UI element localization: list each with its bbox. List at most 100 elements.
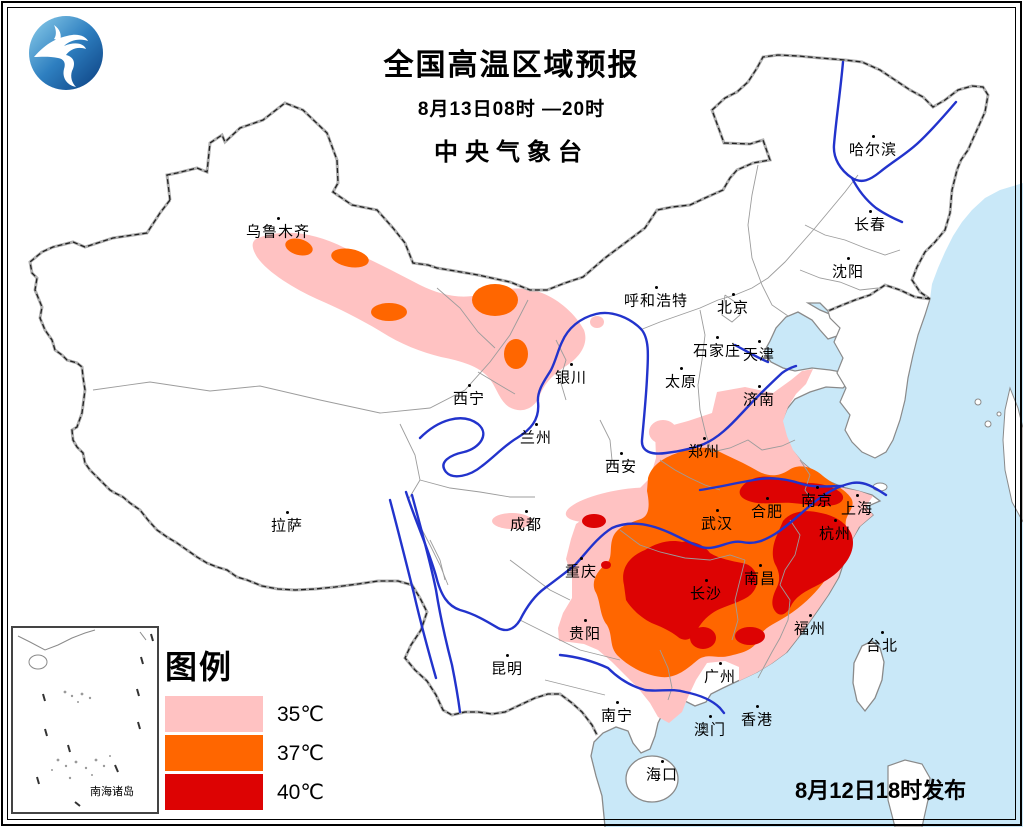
city-label-南昌: 南昌 (743, 570, 777, 588)
forecast-time-range: 8月13日08时 —20时 (417, 99, 606, 120)
inset-south-china-sea (11, 626, 159, 814)
legend: 图例 35℃ 37℃ 40℃ (165, 642, 375, 813)
city-dot-太原 (680, 367, 683, 370)
city-label-石家庄: 石家庄 (692, 342, 742, 360)
city-label-西安: 西安 (604, 458, 638, 476)
city-dot-杭州 (834, 519, 837, 522)
legend-label: 37℃ (277, 742, 324, 765)
legend-swatch-37℃ (165, 735, 263, 771)
city-label-贵阳: 贵阳 (568, 625, 602, 643)
city-label-南京: 南京 (800, 492, 834, 510)
city-dot-台北 (881, 631, 884, 634)
city-dot-银川 (570, 363, 573, 366)
legend-label: 40℃ (277, 781, 324, 804)
city-label-长沙: 长沙 (689, 585, 723, 603)
city-dot-郑州 (703, 437, 706, 440)
mekong-river (410, 493, 462, 714)
national-border (28, 53, 990, 737)
city-dot-澳门 (709, 715, 712, 718)
luzon-island (887, 759, 931, 827)
city-label-南宁: 南宁 (600, 707, 634, 725)
huai-river (698, 477, 845, 492)
city-label-拉萨: 拉萨 (270, 517, 304, 535)
city-label-北京: 北京 (716, 299, 750, 317)
heat-zone-40 (582, 476, 854, 649)
city-label-济南: 济南 (742, 391, 776, 409)
songhua-river (832, 60, 958, 183)
city-label-沈阳: 沈阳 (831, 263, 865, 281)
legend-row: 40℃ (165, 774, 375, 810)
legend-swatch-35℃ (165, 696, 263, 732)
salween-river (388, 498, 438, 680)
hai-river (733, 343, 770, 364)
city-label-呼和浩特: 呼和浩特 (623, 292, 689, 310)
songhua-branch (850, 176, 904, 224)
city-label-银川: 银川 (554, 369, 588, 387)
city-dot-南京 (816, 486, 819, 489)
city-dot-合肥 (766, 497, 769, 500)
city-dot-长春 (869, 210, 872, 213)
agency-name: 中央气象台 (434, 139, 589, 166)
city-dot-广州 (719, 662, 722, 665)
city-dot-呼和浩特 (655, 286, 658, 289)
city-label-乌鲁木齐: 乌鲁木齐 (245, 223, 311, 241)
city-dot-石家庄 (716, 336, 719, 339)
city-dot-福州 (809, 614, 812, 617)
city-dot-沈阳 (847, 257, 850, 260)
city-dot-北京 (732, 293, 735, 296)
city-dot-哈尔滨 (872, 135, 875, 138)
city-label-广州: 广州 (703, 668, 737, 686)
city-label-武汉: 武汉 (700, 515, 734, 533)
city-label-昆明: 昆明 (490, 660, 524, 678)
city-dot-济南 (758, 385, 761, 388)
japan-islands (974, 386, 1023, 523)
city-label-哈尔滨: 哈尔滨 (848, 141, 898, 159)
yangtze-river (404, 481, 888, 632)
pearl-river (558, 653, 726, 715)
city-label-太原: 太原 (664, 373, 698, 391)
city-dot-昆明 (506, 654, 509, 657)
city-dot-长沙 (705, 579, 708, 582)
city-label-上海: 上海 (840, 500, 874, 518)
taiwan-island (852, 640, 885, 713)
city-dot-乌鲁木齐 (277, 217, 280, 220)
legend-label: 35℃ (277, 703, 324, 726)
legend-items: 35℃ 37℃ 40℃ (165, 696, 375, 810)
legend-title: 图例 (165, 649, 234, 685)
city-label-兰州: 兰州 (519, 429, 553, 447)
city-dot-南昌 (759, 564, 762, 567)
city-dot-拉萨 (286, 511, 289, 514)
city-dot-重庆 (580, 557, 583, 560)
city-label-台北: 台北 (865, 637, 899, 655)
city-dot-成都 (525, 510, 528, 513)
city-label-合肥: 合肥 (750, 503, 784, 521)
yellow-river (418, 311, 798, 478)
city-dot-兰州 (535, 423, 538, 426)
city-dot-武汉 (716, 509, 719, 512)
city-dot-天津 (758, 340, 761, 343)
issue-time: 8月12日18时发布 (795, 778, 967, 803)
city-label-海口: 海口 (645, 766, 679, 784)
city-label-香港: 香港 (740, 711, 774, 729)
rivers (388, 60, 958, 715)
legend-row: 35℃ (165, 696, 375, 732)
map-title: 全国高温区域预报 (383, 49, 640, 82)
inset-label: 南海诸岛 (90, 786, 134, 798)
city-dot-上海 (856, 494, 859, 497)
city-label-天津: 天津 (742, 346, 776, 364)
city-label-成都: 成都 (509, 516, 543, 534)
city-label-长春: 长春 (853, 216, 887, 234)
city-label-郑州: 郑州 (687, 443, 721, 461)
city-label-西宁: 西宁 (452, 390, 486, 408)
province-borders (92, 164, 901, 701)
city-label-福州: 福州 (793, 620, 827, 638)
cma-logo-icon (29, 16, 103, 90)
legend-swatch-40℃ (165, 774, 263, 810)
city-label-澳门: 澳门 (693, 721, 727, 739)
city-dot-贵阳 (584, 619, 587, 622)
city-dot-海口 (661, 760, 664, 763)
city-dot-南宁 (616, 701, 619, 704)
city-label-杭州: 杭州 (818, 525, 852, 543)
